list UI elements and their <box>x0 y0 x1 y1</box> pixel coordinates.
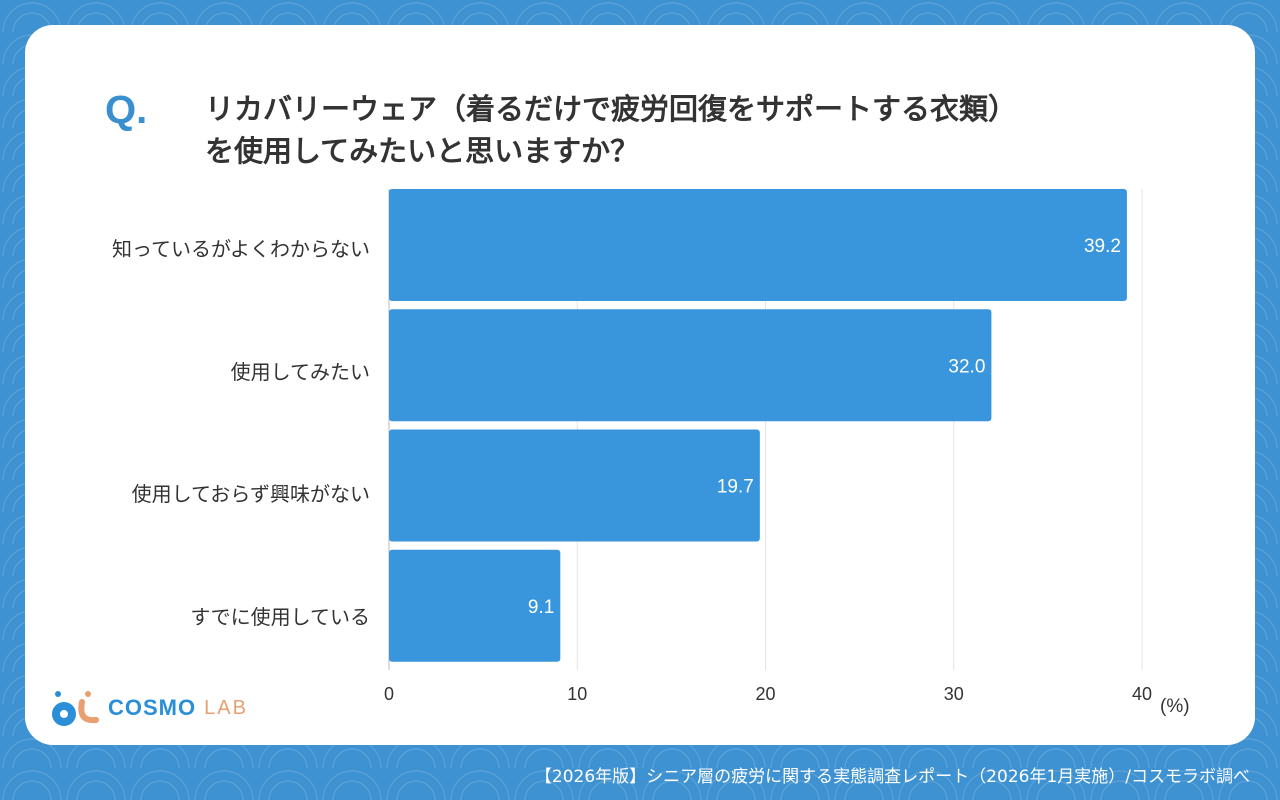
bar <box>389 189 1127 301</box>
bar <box>389 549 561 662</box>
data-label: 19.7 <box>717 477 754 498</box>
x-tick-label: 20 <box>755 684 775 704</box>
logo: COSMO LAB <box>48 688 248 728</box>
data-label: 32.0 <box>948 356 985 377</box>
question-mark: Q. <box>105 88 148 132</box>
title-line-1: リカバリーウェア（着るだけで疲労回復をサポートする衣類） <box>205 92 1018 126</box>
bar <box>389 309 992 422</box>
bar <box>389 429 760 542</box>
logo-text: COSMO <box>108 695 197 720</box>
title-line-2: を使用してみたいと思いますか？ <box>205 134 640 168</box>
x-unit-label: (%) <box>1160 696 1190 717</box>
category-label: 知っているがよくわからない <box>112 237 370 261</box>
logo-subtext: LAB <box>204 696 248 719</box>
x-tick-label: 40 <box>1132 684 1152 704</box>
category-label: 使用してみたい <box>230 360 370 384</box>
chart-title: リカバリーウェア（着るだけで疲労回復をサポートする衣類） を使用してみたいと思い… <box>205 88 1017 172</box>
x-tick-label: 0 <box>384 684 394 704</box>
x-tick-label: 10 <box>567 684 587 704</box>
data-label: 9.1 <box>528 597 554 618</box>
logo-icon <box>52 691 99 726</box>
footer-source: 【2026年版】シニア層の疲労に関する実態調査レポート（2026年1月実施）/コ… <box>534 767 1250 787</box>
x-tick-label: 30 <box>944 684 964 704</box>
category-label: すでに使用している <box>190 605 370 629</box>
category-label: 使用しておらず興味がない <box>131 482 370 506</box>
data-label: 39.2 <box>1084 236 1121 257</box>
